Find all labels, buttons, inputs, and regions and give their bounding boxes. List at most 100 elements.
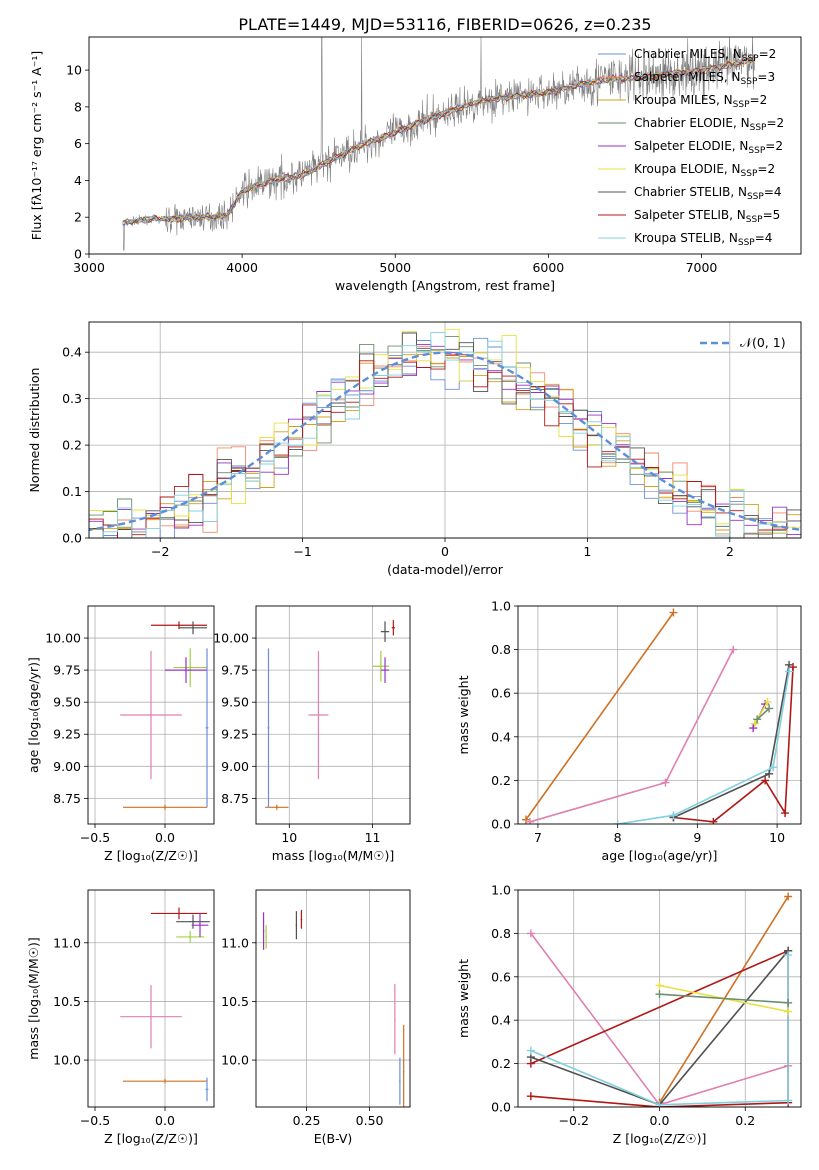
age-vs-mass-point-6 [276,806,278,809]
age-vs-z-tick-label-y: 9.75 [53,663,81,678]
weight-vs-age-tick-label-y: 0.0 [491,817,511,832]
age-vs-z-tick-label-y: 8.75 [53,791,81,806]
spectrum-tick-label-y: 8 [74,99,82,114]
weight-vs-age-marker-4-2 [765,769,774,778]
mass-vs-z-tick-label-x: −0.5 [80,1113,110,1128]
mass-vs-z-tick-label-x: 0.0 [155,1113,175,1128]
mass-vs-ebv-point-7 [402,1071,405,1073]
weight-vs-age-xlabel: age [log₁₀(age/yr)] [602,848,718,863]
normal-legend-label: 𝒩(0, 1) [740,335,786,350]
legend-entry-9: Kroupa STELIB, NSSP=4 [634,231,772,248]
spectrum-panel: 3000 4000 5000 6000 7000 0 2 4 6 8 10 wavelength [A… [29,36,802,293]
weight-vs-z-marker-6-1 [655,981,664,990]
weight-vs-age-marker-5-4 [785,667,794,676]
age-vs-mass-point-7 [267,727,270,729]
weight-vs-z-frame [517,889,802,1108]
age-vs-z-panel: −0.5 0.0 8.75 9.00 9.25 9.50 9.75 10.00 Z [log₁₀… [26,605,215,863]
legend-entry-4: Chabrier ELODIE, NSSP=2 [634,116,784,133]
legend-entry-6: Kroupa ELODIE, NSSP=2 [634,162,775,179]
weight-vs-age-series-4 [673,664,790,819]
age-vs-z-frame [87,605,215,825]
mass-vs-ebv-tick-label-y: 10.5 [221,994,249,1009]
age-vs-mass-tick-label-y: 10.00 [213,631,249,646]
spectrum-tick-label-y: 10 [66,63,82,78]
age-vs-z-tick-label-x: 0.0 [155,830,175,845]
weight-vs-z-marker-6-2 [784,1007,793,1016]
normal-curve [89,351,801,532]
weight-vs-z-tick-label-y: 0.6 [491,969,511,984]
age-vs-z-xlabel: Z [log₁₀(Z/Z☉)] [104,848,198,863]
model-spectrum-line-6 [122,57,756,225]
weight-vs-age-marker-7-1 [750,719,759,728]
spectrum-tick-label-x: 4000 [226,260,258,275]
spectrum-tick-label-y: 4 [74,173,82,188]
weight-vs-z-xlabel: Z [log₁₀(Z/Z☉)] [613,1131,707,1146]
mass-vs-z-point-7 [206,1088,208,1091]
weight-vs-z-tick-label-y: 0.2 [491,1056,511,1071]
weight-vs-z-series-1 [658,896,789,1104]
residuals-tick-label-y: 0.4 [62,345,82,360]
weight-vs-z-tick-label-x: −0.2 [559,1113,589,1128]
weight-vs-z-tick-label-y: 0.8 [491,926,511,941]
weight-vs-age-series-1 [525,612,675,821]
weight-vs-age-marker-2-2 [661,778,670,787]
spectrum-marks [122,37,756,251]
age-vs-mass-panel: 10 11 8.75 9.00 9.25 9.50 9.75 10.00 mass [log₁₀… [213,605,411,863]
weight-vs-z-series-5 [530,955,789,1106]
age-vs-mass-frame [255,605,411,825]
weight-vs-age-marker-5-3 [769,763,778,772]
spectrum-legend: Chabrier MILES, NSSP=2 Salpeter MILES, NS… [598,47,784,248]
spectrum-tick-label-y: 6 [74,136,82,151]
age-vs-mass-tick-label-y: 9.75 [221,663,249,678]
residuals-xlabel: (data-model)/error [387,562,504,577]
residuals-tick-label-y: 0.2 [62,438,82,453]
weight-vs-age-marker-3-4 [781,809,790,818]
weight-vs-age-marker-7-2 [763,697,772,706]
mass-vs-z-ylabel: mass [log₁₀(M/M☉)] [26,937,41,1059]
age-vs-z-point-2 [192,627,194,629]
spectrum-frame [88,36,802,255]
weight-vs-age-marker-6-1 [749,724,758,733]
weight-vs-age-tick-label-x: 8 [614,830,622,845]
weight-vs-z-marker-1-2 [784,892,793,901]
age-vs-z-point-6 [164,806,166,809]
weight-vs-age-marker-5-2 [669,811,678,820]
spectrum-tick-label-x: 3000 [73,260,105,275]
weight-vs-z-marker-5-1 [526,1046,535,1055]
residuals-tick-label-y: 0.1 [62,484,82,499]
residuals-marks [89,328,801,538]
age-vs-mass-tick-label-x: 11 [365,830,381,845]
model-spectrum-line-9 [122,59,756,227]
residuals-tick-label-y: 0.0 [62,531,82,546]
mass-vs-ebv-point-5 [394,1018,396,1020]
weight-vs-z-marker-2-1 [526,929,535,938]
weight-vs-z-series-7 [659,993,789,1004]
mass-vs-ebv-point-4 [300,918,303,921]
weight-vs-z-ylabel: mass weight [456,959,471,1038]
age-vs-z-ylabel: age [log₁₀(age/yr)] [26,657,41,773]
age-vs-mass-point-1 [392,627,395,629]
mass-vs-ebv-point-2 [265,936,267,938]
weight-vs-age-marker-3-2 [709,817,718,824]
weight-vs-z-tick-label-y: 0.4 [491,1013,511,1028]
age-vs-mass-tick-label-y: 8.75 [221,791,249,806]
weight-vs-z-marker-7-1 [655,990,664,999]
weight-vs-z-marker-5-2 [655,1100,664,1107]
age-vs-z-tick-label-y: 9.50 [53,695,81,710]
age-vs-z-tick-label-y: 9.25 [53,727,81,742]
age-vs-z-point-1 [178,624,180,627]
age-vs-mass-point-3 [380,665,382,668]
mass-vs-ebv-marks [262,909,405,1107]
weight-vs-age-ylabel: mass weight [456,675,471,754]
mass-vs-ebv-tick-label-y: 11.0 [221,935,249,950]
weight-vs-z-marker-7-2 [784,998,793,1007]
age-vs-z-tick-label-y: 9.00 [53,759,81,774]
age-vs-mass-tick-label-y: 9.50 [221,695,249,710]
weight-vs-age-marker-1-2 [669,608,678,617]
weight-vs-z-tick-label-y: 1.0 [491,883,511,898]
legend-entry-1: Chabrier MILES, NSSP=2 [634,47,776,64]
spectrum-ylabel: Flux [fλ10⁻¹⁷ erg cm⁻² s⁻¹ A⁻¹] [29,51,44,240]
age-vs-mass-tick-label-x: 10 [281,830,297,845]
mass-vs-ebv-frame [255,889,411,1108]
